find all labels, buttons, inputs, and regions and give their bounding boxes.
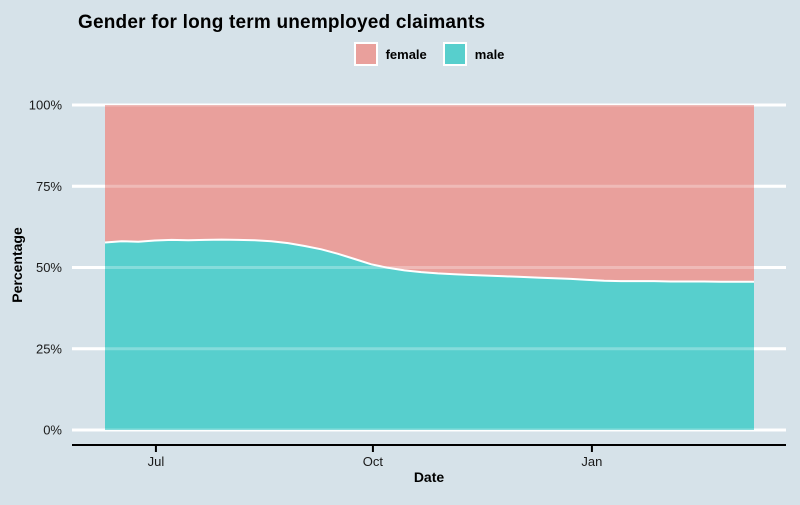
legend-swatch-female <box>353 42 378 66</box>
legend: female male <box>72 42 786 66</box>
area-female <box>105 105 754 282</box>
area-boundary-line <box>104 238 754 283</box>
y-tick-label: 0% <box>43 423 62 438</box>
y-tick-label: 100% <box>29 98 63 113</box>
legend-item-female: female <box>353 42 427 66</box>
x-tick-label: Jan <box>581 454 602 469</box>
y-tick-label: 25% <box>36 341 62 356</box>
legend-swatch-male <box>442 42 467 66</box>
chart-title: Gender for long term unemployed claimant… <box>78 12 486 33</box>
x-tick-label: Jul <box>148 454 165 469</box>
legend-label: female <box>385 46 427 62</box>
legend-label: male <box>474 46 505 62</box>
y-tick-label: 50% <box>36 260 62 275</box>
y-axis-title: Percentage <box>9 227 25 303</box>
area-male <box>105 239 754 430</box>
legend-item-male: male <box>442 42 505 66</box>
y-tick-label: 75% <box>36 179 62 194</box>
x-axis-title: Date <box>413 469 445 485</box>
x-tick-label: Oct <box>363 454 384 469</box>
